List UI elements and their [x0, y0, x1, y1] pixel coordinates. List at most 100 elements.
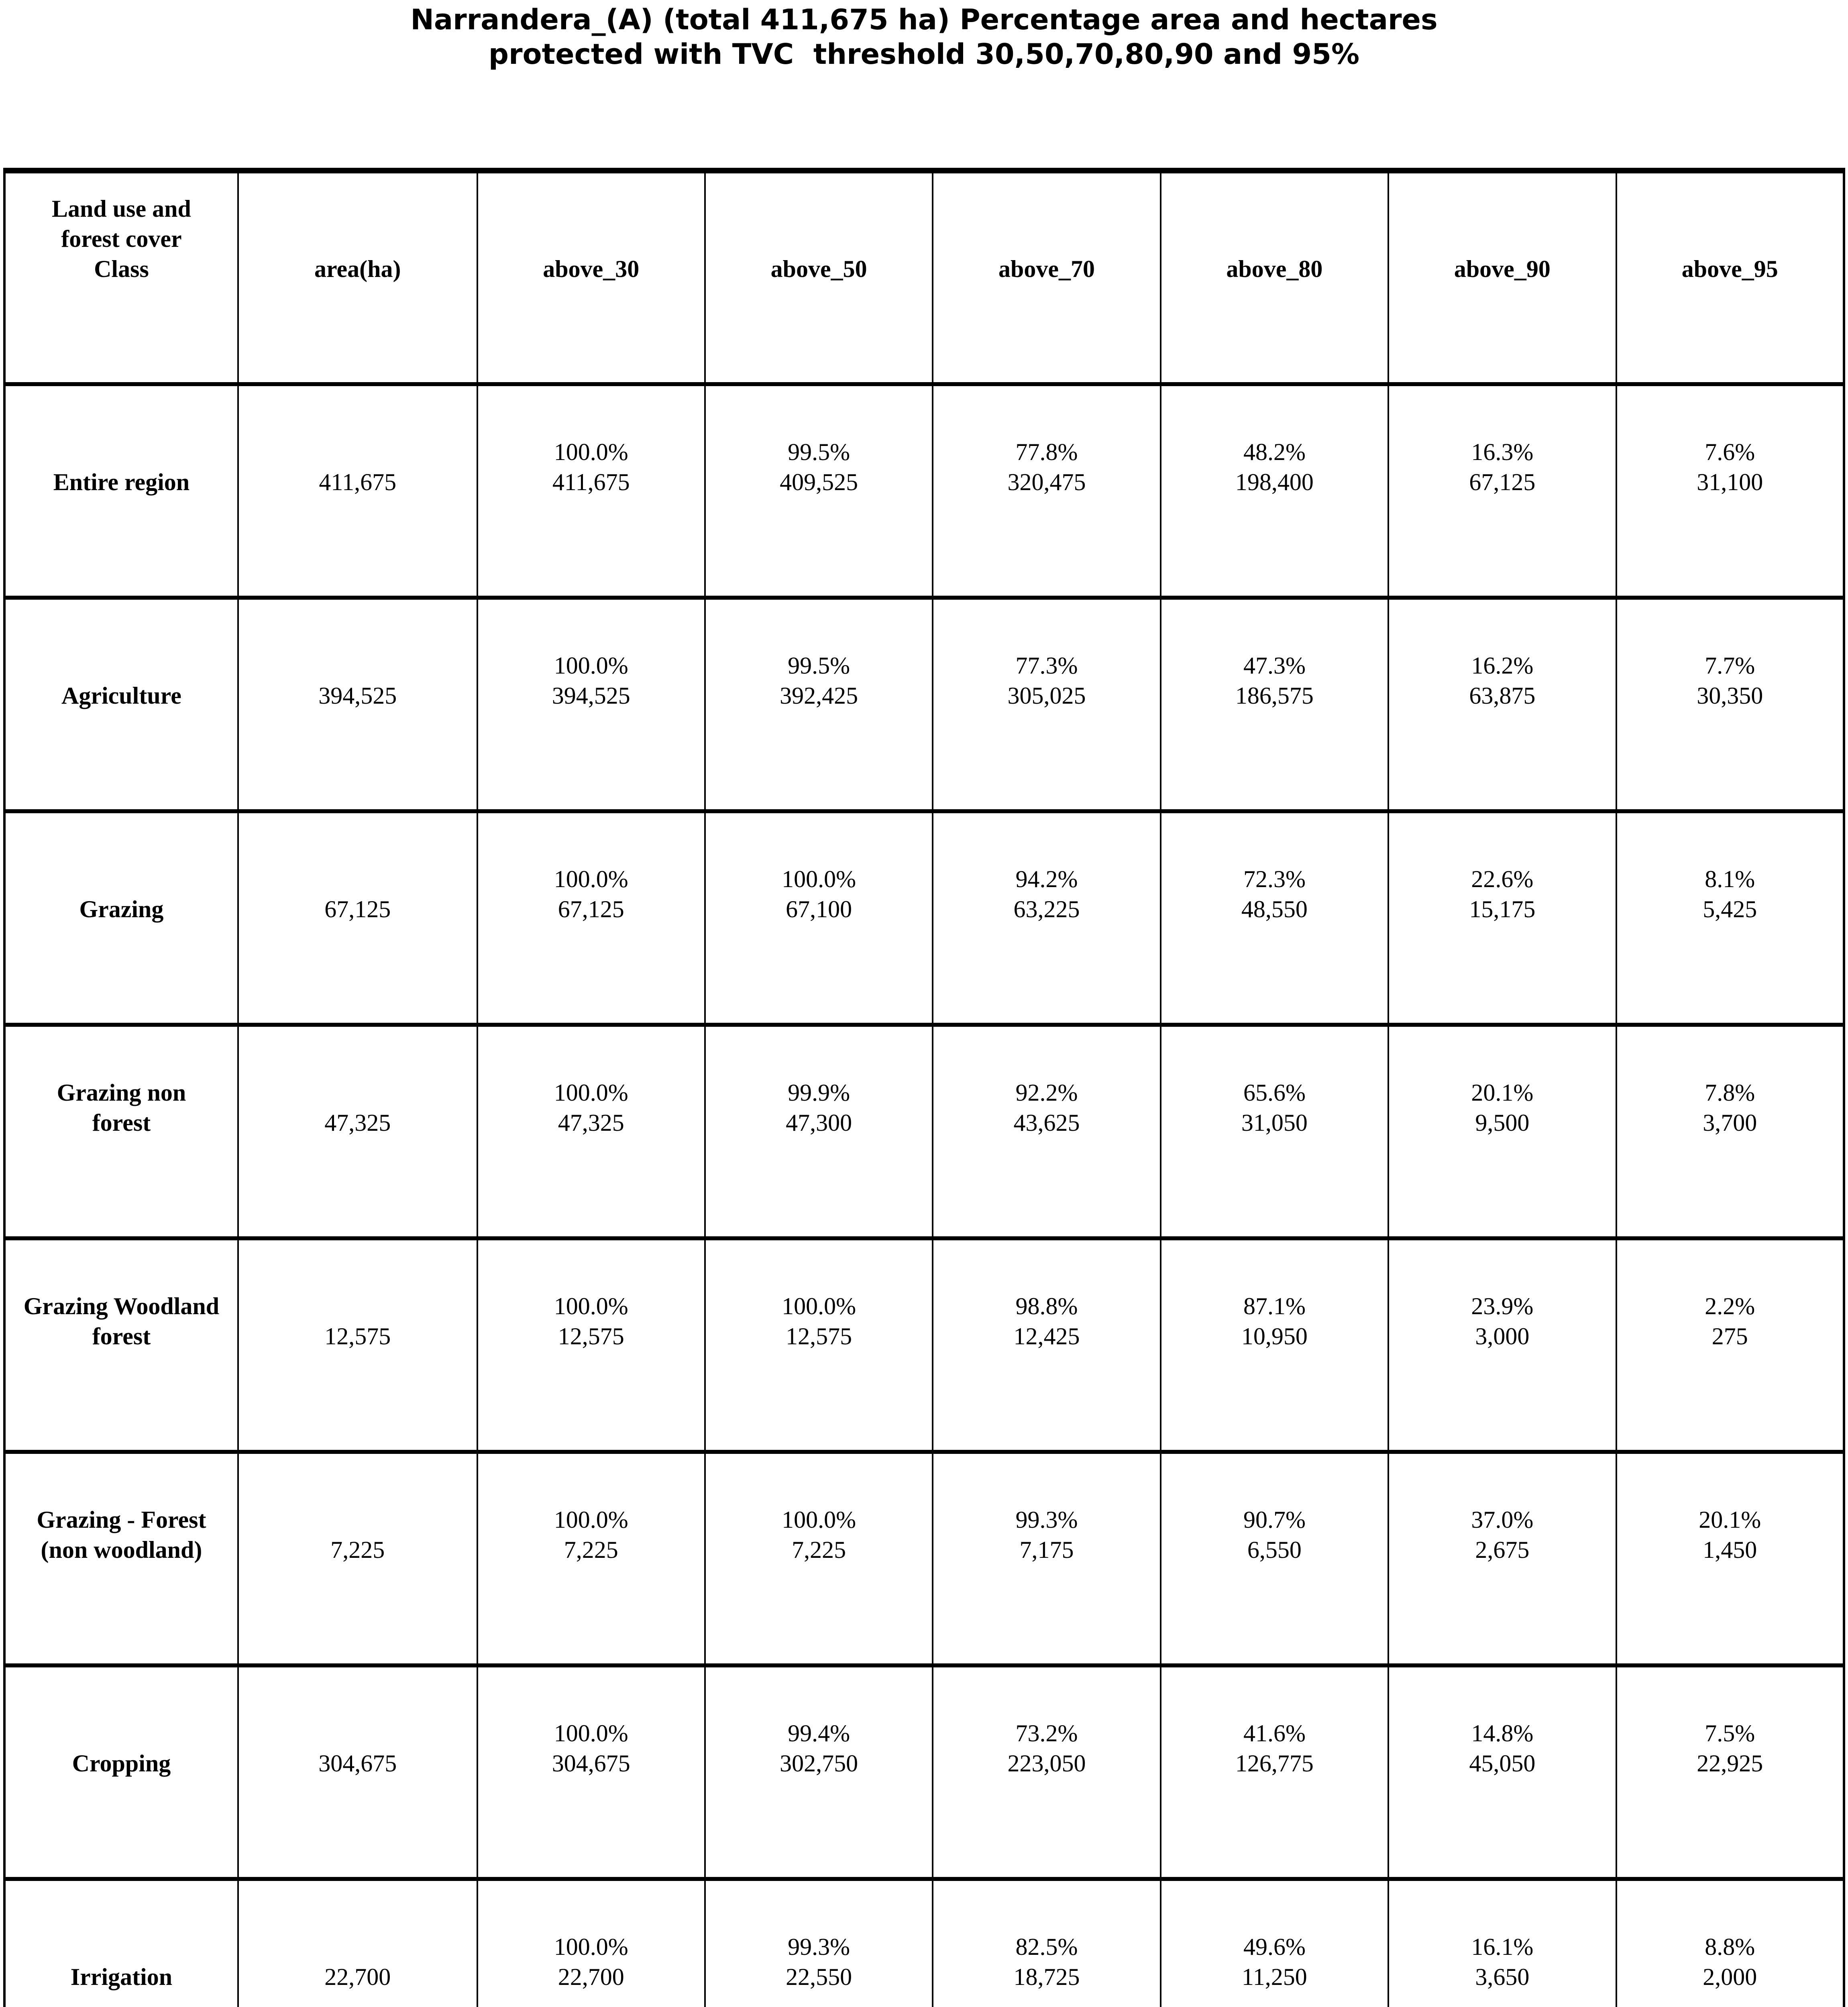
row-label-cell: Grazing non forest: [4, 1023, 239, 1240]
pct-value: 100.0%: [554, 865, 628, 892]
table-row: Grazing Woodland forest 12,575 100.0% 12,…: [4, 1236, 1845, 1454]
ha-value: 47,325: [558, 1109, 624, 1136]
pct-value: 65.6%: [1243, 1079, 1306, 1106]
value-cell: 37.0% 2,675: [1388, 1450, 1617, 1667]
pct-value: 37.0%: [1471, 1506, 1534, 1533]
value-cell: 100.0% 394,525: [476, 596, 706, 813]
ha-value: 9,500: [1475, 1109, 1530, 1136]
row-label-cell: Grazing - Forest (non woodland): [4, 1450, 239, 1667]
ha-value: 3,000: [1475, 1323, 1530, 1350]
ha-value: 63,225: [1013, 896, 1080, 922]
value-cell: 100.0% 67,125: [476, 809, 706, 1027]
value-cell: 77.3% 305,025: [932, 596, 1161, 813]
value-cell: 49.6% 11,250: [1159, 1877, 1390, 2007]
pct-value: 100.0%: [782, 1293, 856, 1319]
value-cell: 82.5% 18,725: [932, 1877, 1161, 2007]
ha-value: 2,675: [1475, 1536, 1530, 1563]
pct-value: 94.2%: [1015, 865, 1078, 892]
ha-value: 12,425: [1013, 1323, 1080, 1350]
column-header: above_70: [998, 255, 1095, 282]
ha-value: 22,700: [558, 1963, 624, 1990]
row-label-cell: Grazing Woodland forest: [4, 1236, 239, 1454]
pct-value: 48.2%: [1243, 438, 1306, 465]
value-cell: 8.1% 5,425: [1615, 809, 1845, 1027]
area-cell: 394,525: [237, 596, 478, 813]
value-cell: 48.2% 198,400: [1159, 382, 1390, 600]
pct-value: 87.1%: [1243, 1293, 1306, 1319]
value-cell: 94.2% 63,225: [932, 809, 1161, 1027]
pct-value: 77.8%: [1015, 438, 1078, 465]
table-row: Cropping 304,675 100.0% 304,675 99.4% 302,…: [4, 1663, 1845, 1881]
pct-value: 22.6%: [1471, 865, 1534, 892]
row-label-cell: Grazing: [4, 809, 239, 1027]
pct-value: 49.6%: [1243, 1933, 1306, 1960]
value-cell: 99.5% 409,525: [704, 382, 934, 600]
table-row: Agriculture 394,525 100.0% 394,525 99.5% 3…: [4, 596, 1845, 813]
value-cell: 100.0% 47,325: [476, 1023, 706, 1240]
page-title: Narrandera_(A) (total 411,675 ha) Percen…: [410, 3, 1438, 71]
pct-value: 100.0%: [782, 1506, 856, 1533]
area-value: 411,675: [319, 468, 397, 495]
ha-value: 45,050: [1469, 1750, 1536, 1777]
value-cell: 20.1% 9,500: [1388, 1023, 1617, 1240]
area-cell: 12,575: [237, 1236, 478, 1454]
pct-value: 90.7%: [1243, 1506, 1306, 1533]
value-cell: 90.7% 6,550: [1159, 1450, 1390, 1667]
value-cell: 99.3% 7,175: [932, 1450, 1161, 1667]
ha-value: 2,000: [1703, 1963, 1757, 1990]
ha-value: 31,100: [1697, 468, 1763, 495]
area-cell: 411,675: [237, 382, 478, 600]
table-row: Irrigation 22,700 100.0% 22,700 99.3% 22,5…: [4, 1877, 1845, 2007]
header-cell-above-95: above_95: [1615, 169, 1845, 386]
value-cell: 7.7% 30,350: [1615, 596, 1845, 813]
value-cell: 100.0% 22,700: [476, 1877, 706, 2007]
table-row: Grazing 67,125 100.0% 67,125 100.0% 67,100…: [4, 809, 1845, 1027]
value-cell: 16.3% 67,125: [1388, 382, 1617, 600]
pct-value: 100.0%: [554, 1079, 628, 1106]
value-cell: 99.5% 392,425: [704, 596, 934, 813]
pct-value: 98.8%: [1015, 1293, 1078, 1319]
area-value: 304,675: [318, 1750, 397, 1777]
value-cell: 2.2% 275: [1615, 1236, 1845, 1454]
value-cell: 98.8% 12,425: [932, 1236, 1161, 1454]
value-cell: 100.0% 12,575: [476, 1236, 706, 1454]
ha-value: 223,050: [1007, 1750, 1086, 1777]
pct-value: 41.6%: [1243, 1720, 1306, 1746]
value-cell: 22.6% 15,175: [1388, 809, 1617, 1027]
value-cell: 73.2% 223,050: [932, 1663, 1161, 1881]
value-cell: 41.6% 126,775: [1159, 1663, 1390, 1881]
row-label-cell: Irrigation: [4, 1877, 239, 2007]
ha-value: 409,525: [780, 468, 858, 495]
pct-value: 100.0%: [554, 1293, 628, 1319]
value-cell: 14.8% 45,050: [1388, 1663, 1617, 1881]
ha-value: 67,100: [786, 896, 852, 922]
area-value: 7,225: [330, 1536, 385, 1563]
ha-value: 7,225: [792, 1536, 846, 1563]
value-cell: 100.0% 411,675: [476, 382, 706, 600]
pct-value: 7.8%: [1705, 1079, 1755, 1106]
ha-value: 3,650: [1475, 1963, 1530, 1990]
header-cell-above-90: above_90: [1388, 169, 1617, 386]
column-header: Land use and forest cover Class: [52, 195, 191, 282]
value-cell: 77.8% 320,475: [932, 382, 1161, 600]
ha-value: 10,950: [1241, 1323, 1308, 1350]
ha-value: 320,475: [1007, 468, 1086, 495]
value-cell: 16.1% 3,650: [1388, 1877, 1617, 2007]
value-cell: 8.8% 2,000: [1615, 1877, 1845, 2007]
ha-value: 48,550: [1241, 896, 1308, 922]
ha-value: 5,425: [1703, 896, 1757, 922]
pct-value: 7.5%: [1705, 1720, 1755, 1746]
pct-value: 16.3%: [1471, 438, 1534, 465]
pct-value: 7.6%: [1705, 438, 1755, 465]
ha-value: 198,400: [1235, 468, 1314, 495]
row-label: Grazing - Forest (non woodland): [37, 1506, 206, 1563]
row-label: Grazing Woodland forest: [23, 1293, 220, 1350]
ha-value: 30,350: [1697, 682, 1763, 709]
row-label-cell: Agriculture: [4, 596, 239, 813]
value-cell: 87.1% 10,950: [1159, 1236, 1390, 1454]
value-cell: 65.6% 31,050: [1159, 1023, 1390, 1240]
area-value: 47,325: [324, 1109, 391, 1136]
ha-value: 18,725: [1013, 1963, 1080, 1990]
ha-value: 411,675: [552, 468, 630, 495]
ha-value: 302,750: [780, 1750, 858, 1777]
